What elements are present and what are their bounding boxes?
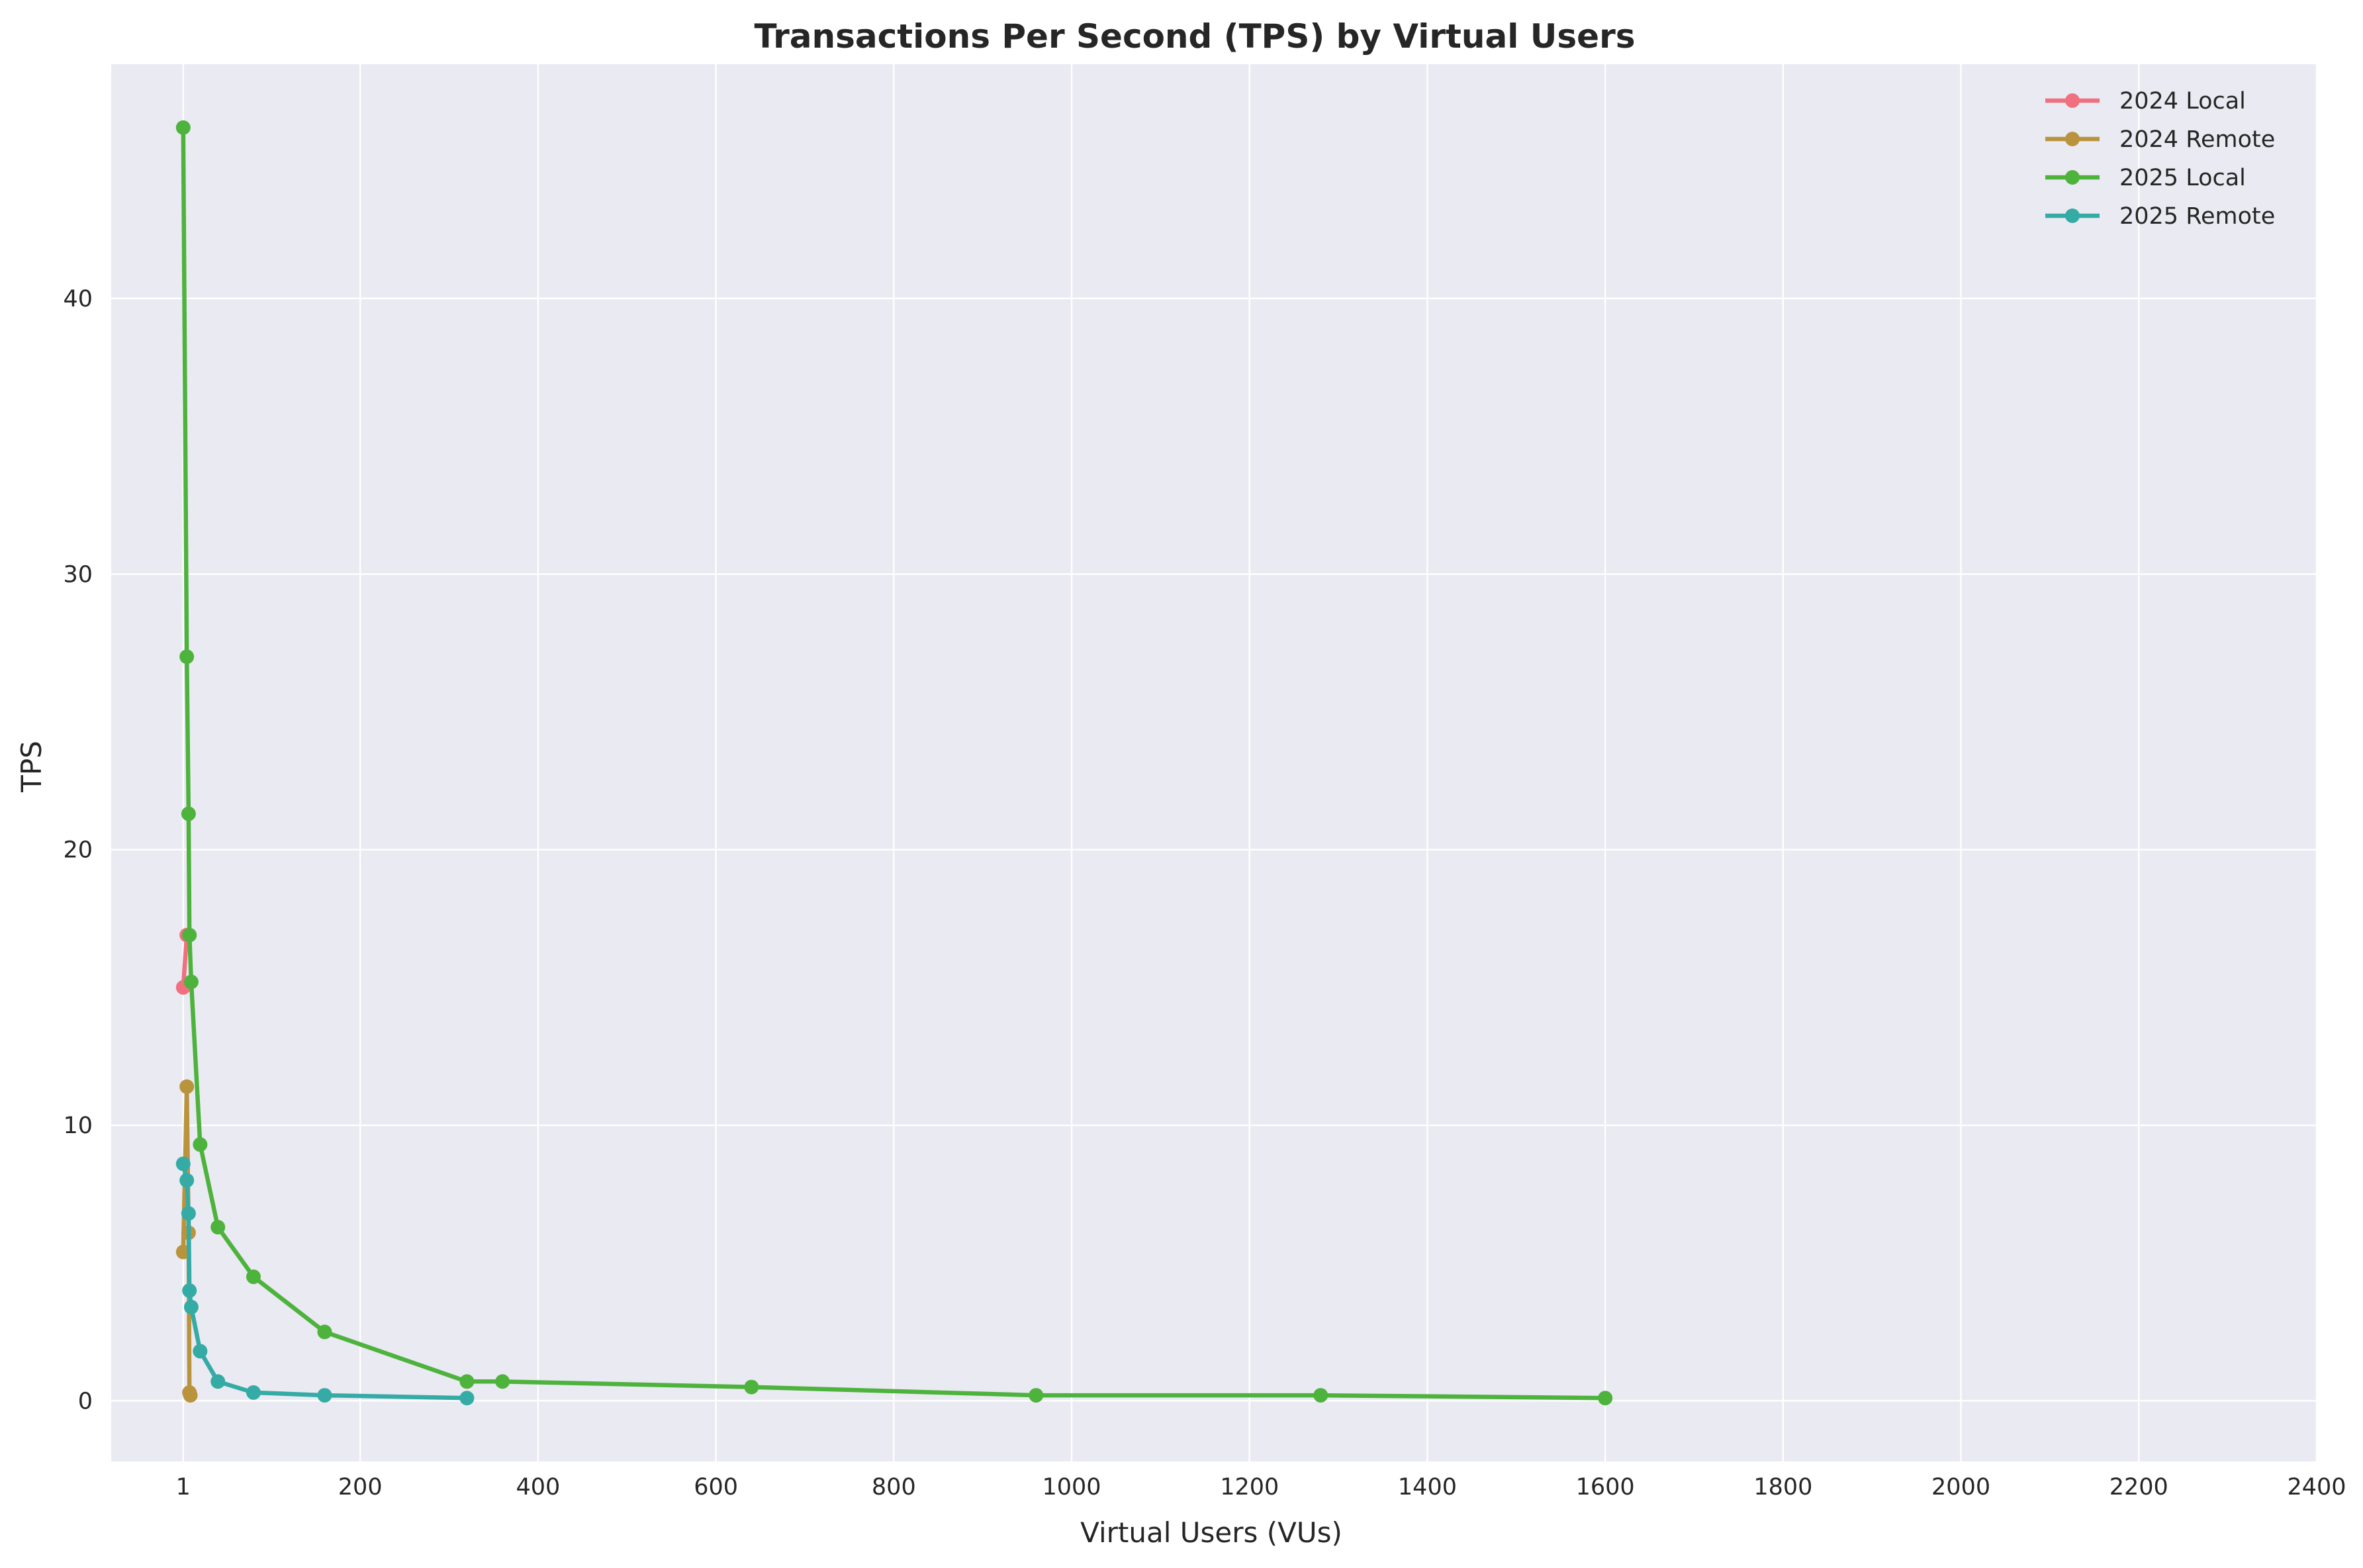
y-axis-label: TPS (15, 741, 48, 793)
legend-marker (2065, 208, 2080, 223)
data-point-2025-remote (179, 1173, 195, 1188)
x-tick-label: 800 (872, 1474, 916, 1500)
x-tick-label: 2200 (2109, 1474, 2168, 1500)
legend: 2024 Local 2024 Remote 2025 Local 2025 Remo… (2045, 88, 2275, 230)
data-point-2025-local (179, 649, 195, 665)
data-point-2024-remote (179, 1079, 195, 1094)
x-tick-label: 400 (516, 1474, 560, 1500)
data-point-2025-remote (459, 1391, 475, 1406)
series-2025-local (175, 120, 1613, 1406)
data-point-2025-remote (317, 1388, 332, 1403)
data-point-2025-local (181, 806, 196, 821)
y-tick-label: 30 (63, 561, 93, 588)
plot-area (111, 64, 2317, 1461)
y-tick-label: 20 (63, 837, 93, 864)
x-tick-label: 2400 (2287, 1474, 2346, 1500)
x-tick-label: 1400 (1398, 1474, 1457, 1500)
legend-marker (2065, 93, 2080, 108)
legend-item-2025-local: 2025 Local (2045, 165, 2246, 191)
grid-layer (111, 64, 2318, 1461)
legend-marker (2065, 132, 2080, 146)
data-point-2024-remote (183, 1388, 198, 1403)
x-tick-label: 600 (694, 1474, 738, 1500)
data-point-2025-local (183, 974, 199, 990)
data-point-2025-local (210, 1220, 226, 1235)
data-point-2025-local (1313, 1388, 1328, 1403)
data-point-2025-local (1598, 1391, 1613, 1406)
data-point-2025-local (744, 1379, 759, 1395)
legend-item-2024-remote: 2024 Remote (2045, 126, 2275, 153)
data-point-2025-local (182, 927, 197, 943)
series-line-2024-local (181, 933, 189, 990)
data-point-2025-local (317, 1324, 332, 1340)
legend-label: 2025 Local (2119, 165, 2246, 191)
y-tick-label: 0 (78, 1388, 93, 1414)
data-point-2025-remote (193, 1344, 208, 1359)
data-point-2025-local (495, 1374, 510, 1389)
series-line-2025-remote (181, 1162, 469, 1401)
x-tick-label: 200 (338, 1474, 383, 1500)
tick-labels: 1 200 400 600 800 1000 1200 1400 1600 1800 2000 220… (63, 286, 2346, 1500)
legend-marker (2065, 170, 2080, 185)
data-point-2025-remote (183, 1299, 199, 1314)
x-tick-label: 1200 (1220, 1474, 1279, 1500)
series-2025-remote (175, 1156, 475, 1406)
data-point-2025-remote (181, 1206, 196, 1221)
data-point-2025-remote (175, 1156, 191, 1172)
legend-label: 2024 Local (2119, 88, 2246, 115)
x-axis-label: Virtual Users (VUs) (1080, 1516, 1342, 1549)
data-point-2025-local (193, 1137, 208, 1152)
x-tick-label: 1800 (1753, 1474, 1812, 1500)
y-tick-label: 40 (63, 286, 93, 312)
data-point-2025-local (459, 1374, 475, 1389)
y-tick-label: 10 (63, 1113, 93, 1139)
series-layer (175, 120, 1613, 1406)
x-tick-label: 1 (176, 1474, 191, 1500)
x-tick-label: 1000 (1042, 1474, 1101, 1500)
legend-item-2025-remote: 2025 Remote (2045, 203, 2275, 230)
data-point-2025-local (1029, 1388, 1044, 1403)
data-point-2025-remote (246, 1385, 261, 1400)
legend-item-2024-local: 2024 Local (2045, 88, 2246, 115)
data-point-2025-remote (210, 1374, 226, 1389)
x-tick-label: 2000 (1931, 1474, 1990, 1500)
legend-label: 2025 Remote (2119, 203, 2275, 230)
data-point-2025-local (175, 120, 191, 135)
chart-title: Transactions Per Second (TPS) by Virtual… (755, 17, 1636, 56)
data-point-2025-local (246, 1269, 261, 1285)
x-tick-label: 1600 (1576, 1474, 1635, 1500)
data-point-2025-remote (182, 1283, 197, 1298)
legend-label: 2024 Remote (2119, 126, 2275, 153)
